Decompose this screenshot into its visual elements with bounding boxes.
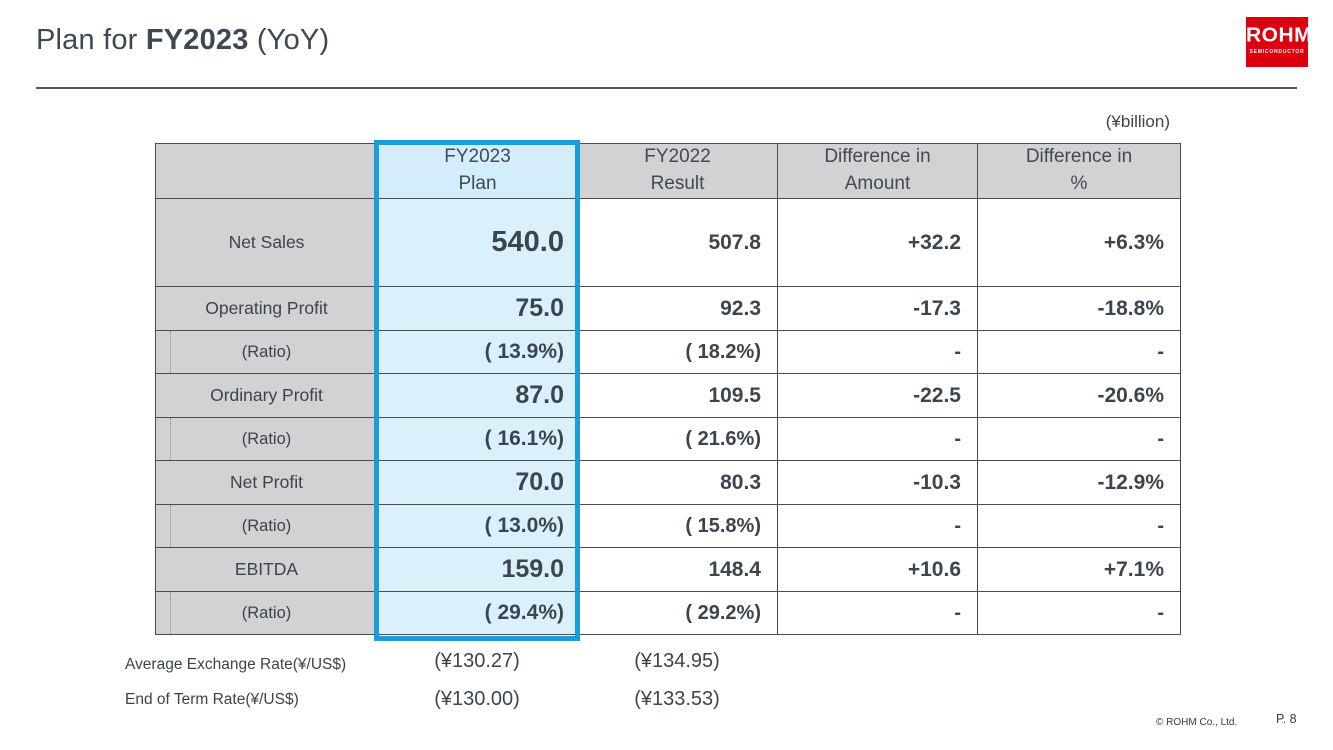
- rohm-logo: ROHM SEMICONDUCTOR: [1246, 17, 1313, 67]
- diff-amount-value: +32.2: [777, 198, 978, 287]
- result-value: ( 15.8%): [577, 504, 778, 548]
- footer-copyright: © ROHM Co., Ltd.: [1156, 717, 1238, 728]
- header-line: Difference in: [824, 146, 931, 168]
- result-value: ( 18.2%): [577, 330, 778, 374]
- financial-table: FY2023 Plan FY2022 Result Difference in …: [155, 143, 1181, 635]
- diff-amount-value: -17.3: [777, 286, 978, 331]
- diff-pct-value: -: [977, 417, 1181, 461]
- diff-pct-value: -20.6%: [977, 373, 1181, 418]
- table-header-row: FY2023 Plan FY2022 Result Difference in …: [155, 143, 1181, 199]
- end-of-term-rate-result-value: (¥133.53): [634, 688, 720, 710]
- table-row-ebitda: EBITDA 159.0 148.4 +10.6 +7.1%: [155, 547, 1181, 592]
- result-value: 507.8: [577, 198, 778, 287]
- diff-pct-value: -18.8%: [977, 286, 1181, 331]
- row-label: (Ratio): [155, 504, 378, 548]
- header-cell-fy2023-plan: FY2023 Plan: [377, 143, 578, 199]
- exchange-rate-result-value: (¥134.95): [634, 650, 720, 672]
- page-title: Plan for FY2023 (YoY): [36, 24, 329, 57]
- row-label: Net Profit: [155, 460, 378, 505]
- plan-value: ( 29.4%): [377, 591, 578, 635]
- table-row-net-sales: Net Sales 540.0 507.8 +32.2 +6.3%: [155, 198, 1181, 287]
- diff-amount-value: -22.5: [777, 373, 978, 418]
- diff-amount-value: -: [777, 591, 978, 635]
- page-title-suffix: (YoY): [248, 24, 330, 56]
- row-label: (Ratio): [155, 417, 378, 461]
- result-value: ( 21.6%): [577, 417, 778, 461]
- plan-value: 540.0: [377, 198, 578, 287]
- header-line: Result: [650, 173, 705, 194]
- table-row-net-profit-ratio: (Ratio) ( 13.0%) ( 15.8%) - -: [155, 504, 1181, 548]
- plan-value: 75.0: [377, 286, 578, 331]
- header-line: %: [1070, 173, 1088, 194]
- page-title-year: FY2023: [145, 24, 249, 56]
- plan-value: 70.0: [377, 460, 578, 505]
- diff-pct-value: -: [977, 504, 1181, 548]
- table-row-ordinary-profit-ratio: (Ratio) ( 16.1%) ( 21.6%) - -: [155, 417, 1181, 461]
- diff-pct-value: -12.9%: [977, 460, 1181, 505]
- diff-amount-value: -: [777, 417, 978, 461]
- result-value: 92.3: [577, 286, 778, 331]
- row-label: (Ratio): [155, 591, 378, 635]
- header-line: Plan: [458, 173, 497, 194]
- table-row-operating-profit: Operating Profit 75.0 92.3 -17.3 -18.8%: [155, 286, 1181, 331]
- footer-page-number: P. 8: [1276, 712, 1297, 726]
- page-title-prefix: Plan for: [36, 24, 146, 56]
- title-underline: [36, 87, 1297, 89]
- logo-subtitle-text: SEMICONDUCTOR: [1249, 49, 1305, 55]
- plan-value: 159.0: [377, 547, 578, 592]
- end-of-term-rate-plan-value: (¥130.00): [434, 688, 520, 710]
- diff-pct-value: -: [977, 591, 1181, 635]
- plan-value: ( 13.0%): [377, 504, 578, 548]
- result-value: 80.3: [577, 460, 778, 505]
- header-cell-difference-amount: Difference in Amount: [777, 143, 978, 199]
- result-value: 109.5: [577, 373, 778, 418]
- exchange-rate-plan-value: (¥130.27): [434, 650, 520, 672]
- table-row-ordinary-profit: Ordinary Profit 87.0 109.5 -22.5 -20.6%: [155, 373, 1181, 418]
- diff-amount-value: -: [777, 504, 978, 548]
- result-value: 148.4: [577, 547, 778, 592]
- header-cell-fy2022-result: FY2022 Result: [577, 143, 778, 199]
- diff-amount-value: -: [777, 330, 978, 374]
- header-line: FY2022: [644, 146, 711, 168]
- header-line: Amount: [844, 173, 911, 194]
- logo-brand-text: ROHM: [1246, 24, 1313, 47]
- row-label: (Ratio): [155, 330, 378, 374]
- plan-value: 87.0: [377, 373, 578, 418]
- header-line: Difference in: [1025, 146, 1133, 168]
- diff-amount-value: -10.3: [777, 460, 978, 505]
- header-cell-difference-pct: Difference in %: [977, 143, 1181, 199]
- diff-amount-value: +10.6: [777, 547, 978, 592]
- row-label: Operating Profit: [155, 286, 378, 331]
- table-row-net-profit: Net Profit 70.0 80.3 -10.3 -12.9%: [155, 460, 1181, 505]
- diff-pct-value: -: [977, 330, 1181, 374]
- diff-pct-value: +7.1%: [977, 547, 1181, 592]
- end-of-term-rate-label: End of Term Rate(¥/US$): [125, 691, 299, 708]
- row-label: Net Sales: [155, 198, 378, 287]
- plan-value: ( 16.1%): [377, 417, 578, 461]
- row-label: EBITDA: [155, 547, 378, 592]
- row-label: Ordinary Profit: [155, 373, 378, 418]
- diff-pct-value: +6.3%: [977, 198, 1181, 287]
- plan-value: ( 13.9%): [377, 330, 578, 374]
- header-cell-blank: [155, 143, 378, 199]
- exchange-rate-label: Average Exchange Rate(¥/US$): [125, 656, 347, 673]
- result-value: ( 29.2%): [577, 591, 778, 635]
- table-row-ebitda-ratio: (Ratio) ( 29.4%) ( 29.2%) - -: [155, 591, 1181, 635]
- unit-label: (¥billion): [1105, 112, 1170, 131]
- header-line: FY2023: [444, 146, 511, 168]
- table-row-operating-profit-ratio: (Ratio) ( 13.9%) ( 18.2%) - -: [155, 330, 1181, 374]
